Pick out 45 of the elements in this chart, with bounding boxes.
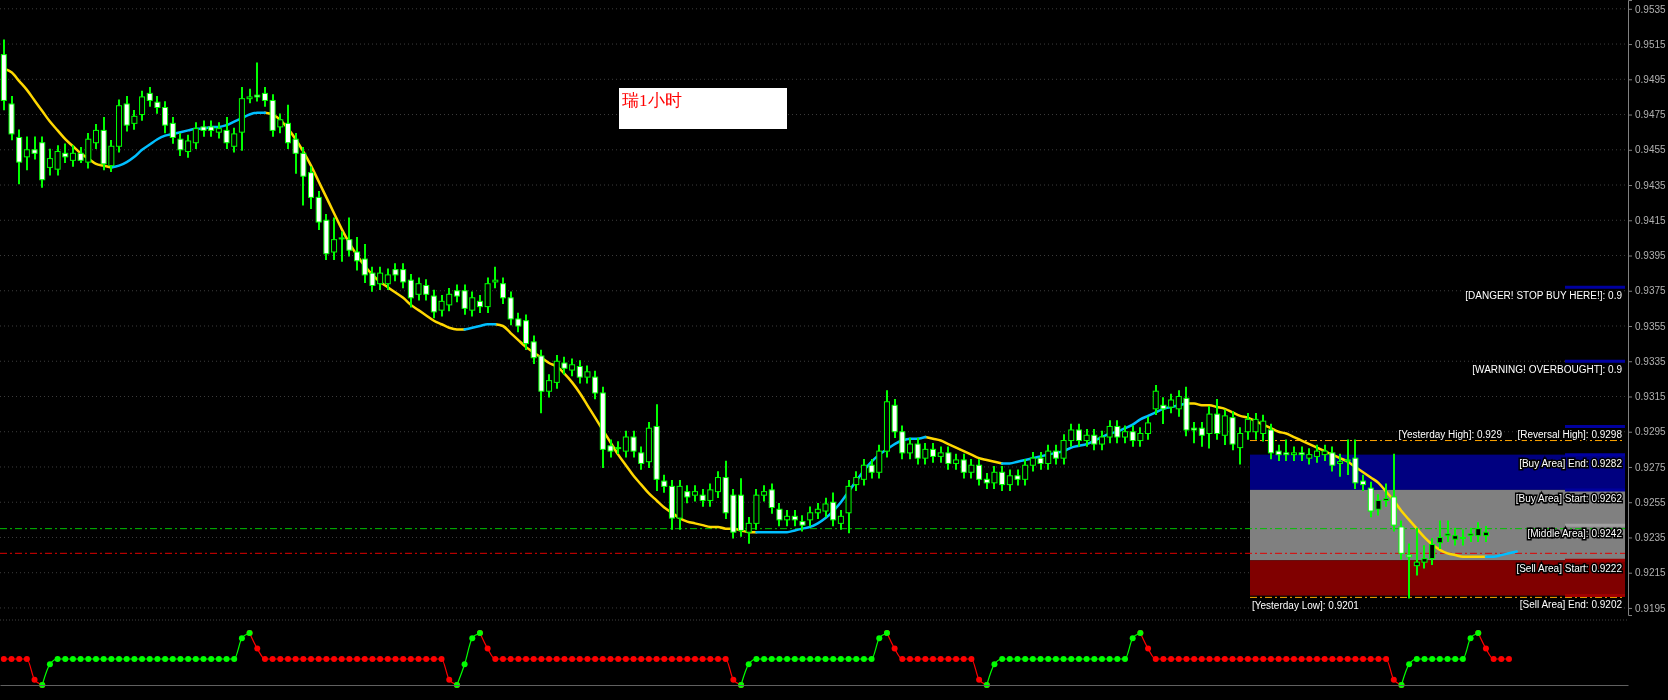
ref-line-label: [Sell Area] Start: 0.9222 [1516,563,1623,575]
candlestick [1436,520,1443,550]
y-tick-label: 0.9215 [1635,567,1667,579]
candlestick [1337,453,1344,477]
ref-line-label: [Buy Area] End: 0.9282 [1519,457,1623,469]
candlestick [715,471,722,498]
candlestick [1406,543,1413,599]
y-tick-label: 0.9255 [1635,496,1667,508]
candlestick [139,90,146,121]
y-tick-label: 0.9315 [1635,391,1667,403]
y-tick-label: 0.9295 [1635,426,1667,438]
candlestick [354,236,361,271]
ref-line-label: [Buy Area] Start: 0.9262 [1515,492,1623,504]
candlestick [499,277,506,305]
y-tick-label: 0.9475 [1635,109,1667,121]
y-tick-label: 0.9235 [1635,532,1667,544]
annotation: 瑞1小时 [622,91,682,110]
y-tick-label: 0.9495 [1635,74,1667,85]
ref-line-label: [DANGER! STOP BUY HERE!]: 0.9 [1465,290,1623,302]
y-tick-label: 0.9435 [1635,179,1667,191]
y-tick-label: 0.9275 [1635,461,1667,473]
ref-line-label: [Yesterday High]: 0.929 [1398,428,1503,440]
y-tick-label: 0.9335 [1635,355,1667,367]
candlestick [284,104,291,150]
ref-line-label: [Middle Area]: 0.9242 [1527,528,1623,540]
candlestick [906,437,913,460]
candlestick [768,483,775,514]
ref-line-label: [Sell Area] End: 0.9202 [1519,598,1623,610]
y-tick-label: 0.9375 [1635,285,1667,297]
y-tick-label: 0.9455 [1635,144,1667,156]
y-tick-label: 0.9415 [1635,214,1667,226]
candlestick [1459,529,1466,546]
ref-line-label: [Yesterday Low]: 0.9201 [1252,600,1360,612]
candlestick [92,124,99,150]
y-tick-label: 0.9195 [1635,602,1667,614]
y-tick-label: 0.9395 [1635,250,1667,262]
y-tick-label: 0.9515 [1635,38,1667,50]
y-tick-label: 0.9535 [1635,3,1667,15]
candlestick [492,266,499,289]
ref-line-label: [Reversal High]: 0.9298 [1517,429,1623,441]
candlestick [638,446,645,470]
y-tick-label: 0.9355 [1635,320,1667,332]
ref-line-label: [WARNING! OVERBOUGHT]: 0.9 [1472,364,1623,376]
candlestick [169,117,176,144]
candlestick [523,314,530,350]
